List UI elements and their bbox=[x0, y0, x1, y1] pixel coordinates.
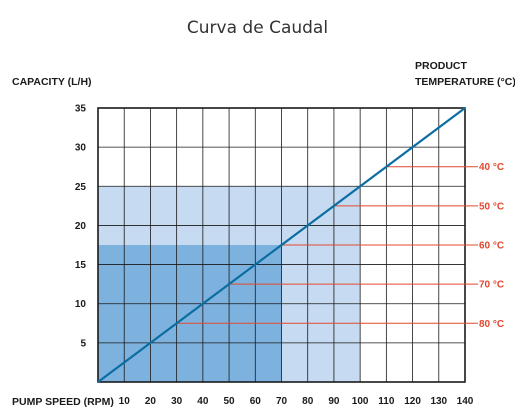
x-tick-label-2: 20 bbox=[145, 396, 157, 407]
x-tick-label-3: 30 bbox=[171, 396, 183, 407]
y-tick-label-3: 15 bbox=[75, 260, 87, 271]
temperature-label-5: 80 °C bbox=[479, 319, 504, 330]
series-line-1 bbox=[97, 107, 466, 383]
x-tick-label-5: 50 bbox=[224, 396, 236, 407]
temperature-label-3: 60 °C bbox=[479, 241, 504, 252]
x-tick-label-10: 100 bbox=[352, 396, 369, 407]
x-tick-label-7: 70 bbox=[276, 396, 288, 407]
y-tick-label-2: 10 bbox=[75, 299, 87, 310]
y-tick-label-7: 35 bbox=[75, 104, 87, 115]
temperature-label-1: 40 °C bbox=[479, 162, 504, 173]
x-tick-label-11: 110 bbox=[378, 396, 395, 407]
x-tick-label-8: 80 bbox=[302, 396, 314, 407]
y-tick-label-1: 5 bbox=[80, 338, 86, 349]
x-tick-label-9: 90 bbox=[328, 396, 340, 407]
right-axis-label-line2: TEMPERATURE (°C) bbox=[415, 76, 515, 88]
right-axis-label-line1: PRODUCT bbox=[415, 60, 467, 72]
x-tick-label-4: 40 bbox=[197, 396, 209, 407]
chart-title: Curva de Caudal bbox=[186, 18, 329, 38]
x-tick-label-13: 130 bbox=[430, 396, 447, 407]
x-tick-label-14: 140 bbox=[457, 396, 474, 407]
y-axis-label: CAPACITY (L/H) bbox=[12, 76, 92, 88]
x-axis-label: PUMP SPEED (RPM) bbox=[12, 396, 114, 408]
y-tick-label-6: 30 bbox=[75, 143, 87, 154]
x-tick-label-6: 60 bbox=[250, 396, 262, 407]
x-tick-label-1: 10 bbox=[119, 396, 131, 407]
y-tick-label-4: 20 bbox=[75, 221, 87, 232]
x-tick-label-12: 120 bbox=[404, 396, 421, 407]
temperature-label-4: 70 °C bbox=[479, 280, 504, 291]
temperature-label-2: 50 °C bbox=[479, 201, 504, 212]
y-tick-label-5: 25 bbox=[75, 182, 87, 193]
